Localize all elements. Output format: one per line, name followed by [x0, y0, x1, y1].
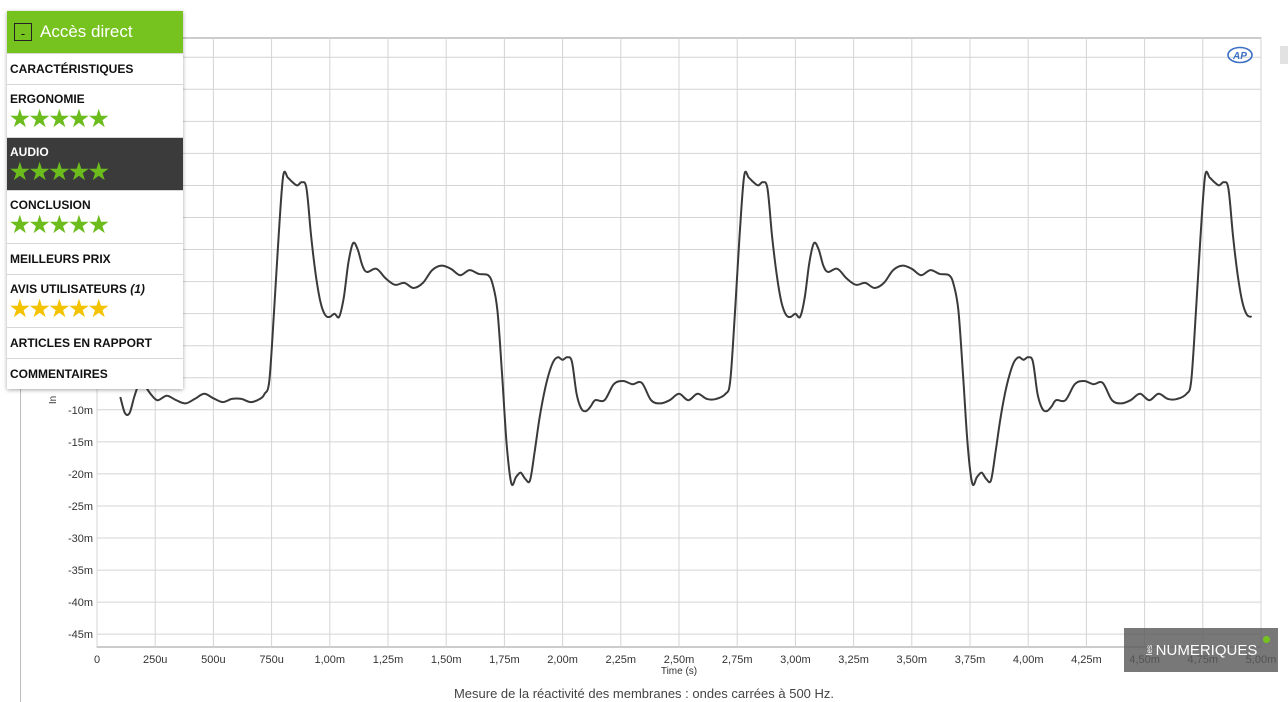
ap-logo-text: AP [1232, 51, 1247, 62]
x-tick-label: 750u [259, 654, 283, 666]
watermark-prefix: les [1144, 644, 1154, 656]
y-axis-ticks: -45m -40m -35m -30m -25m -20m -15m -10m [68, 405, 93, 641]
x-tick-label: 3,50m [897, 654, 928, 666]
x-tick-label: 0 [94, 654, 100, 666]
nav-item-label: AUDIO [10, 145, 49, 159]
minus-icon: - [20, 26, 26, 41]
y-tick-label: -15m [68, 437, 93, 449]
nav-item-label: COMMENTAIRES [10, 367, 108, 381]
series-line [119, 170, 1253, 487]
x-tick-label: 4,00m [1013, 654, 1044, 666]
y-tick-label: -30m [68, 533, 93, 545]
star-rating: ★★★★★ [10, 106, 109, 131]
x-tick-label: 4,25m [1071, 654, 1102, 666]
ap-logo-icon: AP [1227, 46, 1253, 64]
watermark-text: NUMERIQUES [1155, 641, 1258, 659]
x-tick-label: 1,75m [489, 654, 520, 666]
y-tick-label: -10m [68, 405, 93, 417]
nav-item-label: AVIS UTILISATEURS [10, 282, 127, 296]
x-tick-label: 250u [143, 654, 167, 666]
direct-access-title: Accès direct [40, 22, 133, 41]
x-tick-label: 2,00m [547, 654, 578, 666]
nav-item-label: CONCLUSION [10, 198, 91, 212]
x-tick-label: 3,25m [838, 654, 869, 666]
x-tick-label: 2,25m [606, 654, 637, 666]
edge-panel [1280, 46, 1288, 64]
x-axis-label: Time (s) [661, 666, 697, 677]
x-tick-label: 1,50m [431, 654, 462, 666]
y-tick-label: -40m [68, 597, 93, 609]
star-rating: ★★★★★ [10, 212, 109, 237]
x-tick-label: 1,25m [373, 654, 404, 666]
nav-item-caracteristiques[interactable]: CARACTÉRISTIQUES [7, 53, 183, 84]
direct-access-menu: - Accès direct CARACTÉRISTIQUES ERGONOMI… [7, 11, 183, 389]
nav-item-ergonomie[interactable]: ERGONOMIE ★★★★★ [7, 84, 183, 137]
direct-access-header[interactable]: - Accès direct [7, 11, 183, 53]
nav-item-conclusion[interactable]: CONCLUSION ★★★★★ [7, 190, 183, 243]
y-tick-label: -45m [68, 629, 93, 641]
nav-item-label: MEILLEURS PRIX [10, 252, 111, 266]
les-numeriques-watermark: les NUMERIQUES [1124, 628, 1278, 672]
star-rating: ★★★★★ [10, 296, 109, 321]
star-rating: ★★★★★ [10, 159, 109, 184]
nav-item-meilleurs-prix[interactable]: MEILLEURS PRIX [7, 243, 183, 274]
x-tick-label: 3,75m [955, 654, 986, 666]
x-tick-label: 2,75m [722, 654, 753, 666]
collapse-toggle-button[interactable]: - [14, 23, 32, 41]
review-count: (1) [130, 282, 145, 296]
y-tick-label: -20m [68, 469, 93, 481]
nav-item-commentaires[interactable]: COMMENTAIRES [7, 358, 183, 389]
y-tick-label: -35m [68, 565, 93, 577]
x-axis-ticks: 0 250u 500u 750u 1,00m 1,25m 1,50m 1,75m 2,00m 2,… [94, 654, 1276, 666]
nav-item-audio[interactable]: AUDIO ★★★★★ [7, 137, 183, 190]
nav-item-articles-en-rapport[interactable]: ARTICLES EN RAPPORT [7, 327, 183, 358]
watermark-dot-icon [1263, 636, 1270, 643]
x-tick-label: 2,50m [664, 654, 695, 666]
x-tick-label: 500u [201, 654, 225, 666]
y-axis-label: In [48, 396, 59, 404]
nav-item-avis-utilisateurs[interactable]: AVIS UTILISATEURS (1) ★★★★★ [7, 274, 183, 327]
nav-item-label: CARACTÉRISTIQUES [10, 62, 134, 76]
y-tick-label: -25m [68, 501, 93, 513]
nav-item-label: ARTICLES EN RAPPORT [10, 336, 153, 350]
chart-caption: Mesure de la réactivité des membranes : … [453, 686, 835, 701]
x-tick-label: 3,00m [780, 654, 811, 666]
nav-item-label: ERGONOMIE [10, 92, 85, 106]
x-tick-label: 1,00m [315, 654, 346, 666]
